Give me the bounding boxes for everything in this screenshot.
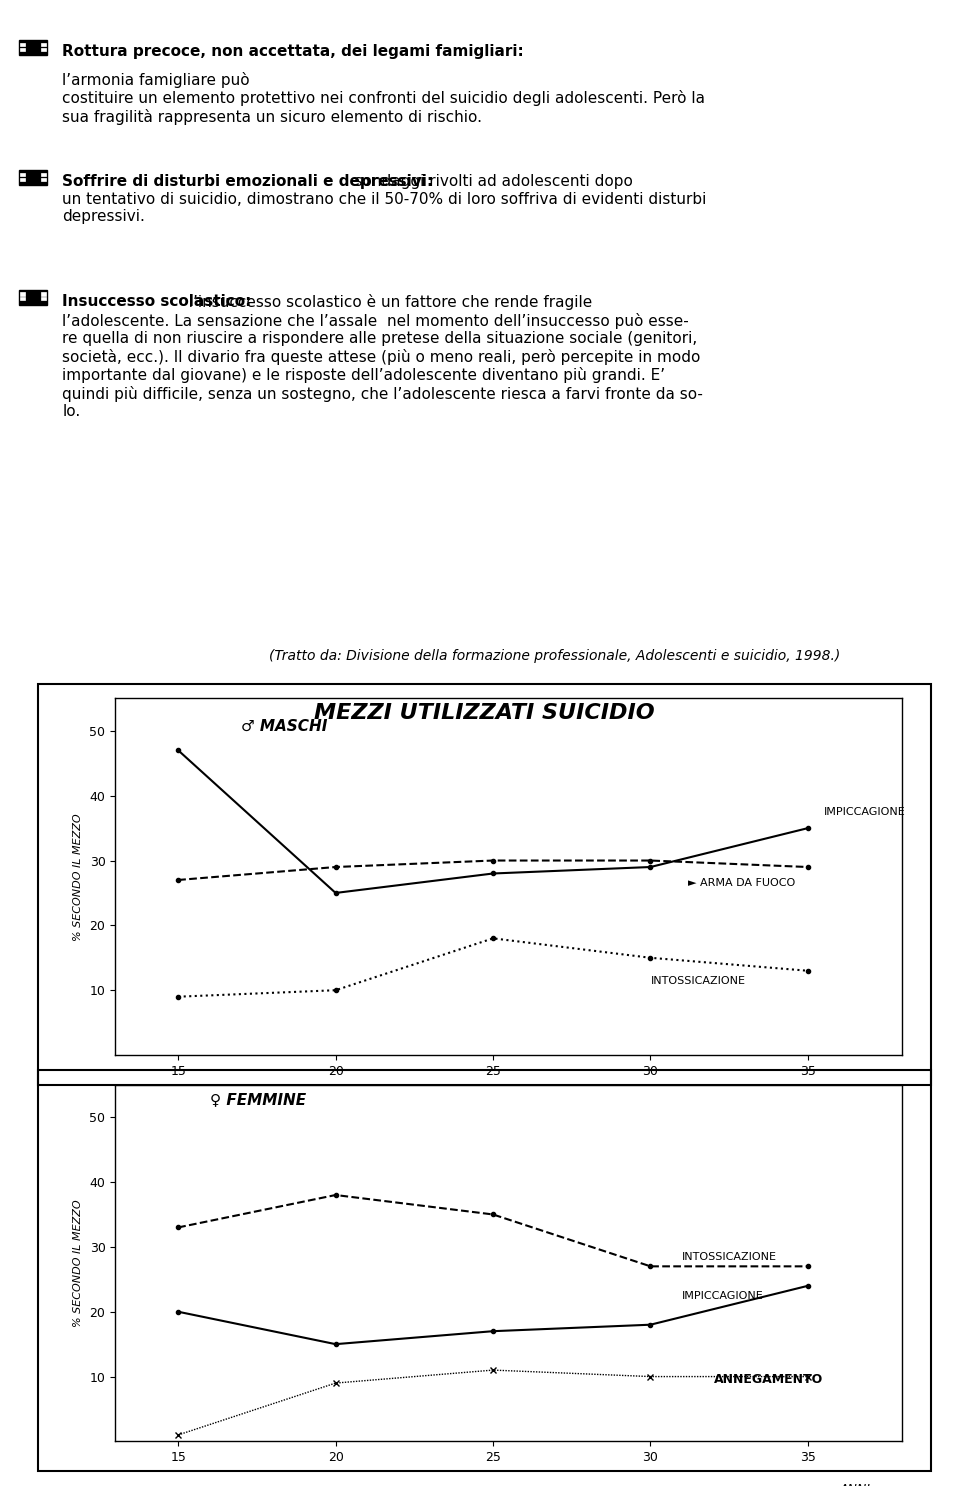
Text: ANNI: ANNI (840, 1097, 871, 1110)
Text: INTOSSICAZIONE: INTOSSICAZIONE (651, 976, 746, 985)
Text: ANNI: ANNI (840, 1483, 871, 1486)
FancyBboxPatch shape (19, 290, 47, 305)
Text: IMPICCAGIONE: IMPICCAGIONE (682, 1291, 764, 1300)
FancyBboxPatch shape (20, 293, 25, 296)
FancyBboxPatch shape (40, 297, 46, 300)
Text: INTOSSICAZIONE: INTOSSICAZIONE (682, 1251, 777, 1262)
FancyBboxPatch shape (19, 40, 47, 55)
FancyBboxPatch shape (40, 43, 46, 46)
Text: IMPICCAGIONE: IMPICCAGIONE (824, 807, 905, 817)
FancyBboxPatch shape (40, 178, 46, 181)
FancyBboxPatch shape (20, 48, 25, 51)
Text: sondaggi rivolti ad adolescenti dopo
un tentativo di suicidio, dimostrano che il: sondaggi rivolti ad adolescenti dopo un … (62, 174, 707, 224)
Text: ANNEGAMENTO: ANNEGAMENTO (713, 1373, 823, 1386)
FancyBboxPatch shape (20, 297, 25, 300)
FancyBboxPatch shape (19, 171, 47, 186)
FancyBboxPatch shape (40, 172, 46, 175)
Text: (Tratto da: Divisione della formazione professionale, Adolescenti e suicidio, 19: (Tratto da: Divisione della formazione p… (269, 649, 840, 663)
FancyBboxPatch shape (40, 48, 46, 51)
Text: ► ARMA DA FUOCO: ► ARMA DA FUOCO (688, 878, 796, 889)
Text: Soffrire di disturbi emozionali e depressivi:: Soffrire di disturbi emozionali e depres… (62, 174, 434, 189)
Text: MEZZI UTILIZZATI SUICIDIO: MEZZI UTILIZZATI SUICIDIO (315, 703, 655, 724)
Y-axis label: % SECONDO IL MEZZO: % SECONDO IL MEZZO (73, 1199, 83, 1327)
Text: ♂ MASCHI: ♂ MASCHI (241, 719, 327, 734)
FancyBboxPatch shape (40, 293, 46, 296)
Text: Insuccesso scolastico:: Insuccesso scolastico: (62, 294, 252, 309)
FancyBboxPatch shape (20, 178, 25, 181)
Text: ♀ FEMMINE: ♀ FEMMINE (209, 1092, 306, 1107)
Text: l’insuccesso scolastico è un fattore che rende fragile
l’adolescente. La sensazi: l’insuccesso scolastico è un fattore che… (62, 294, 704, 419)
Text: ETÀ: ETÀ (844, 1123, 867, 1135)
FancyBboxPatch shape (20, 172, 25, 175)
Text: Rottura precoce, non accettata, dei legami famigliari:: Rottura precoce, non accettata, dei lega… (62, 45, 524, 59)
Y-axis label: % SECONDO IL MEZZO: % SECONDO IL MEZZO (73, 813, 83, 941)
Text: l’armonia famigliare può
costituire un elemento protettivo nei confronti del sui: l’armonia famigliare può costituire un e… (62, 71, 706, 125)
FancyBboxPatch shape (20, 43, 25, 46)
